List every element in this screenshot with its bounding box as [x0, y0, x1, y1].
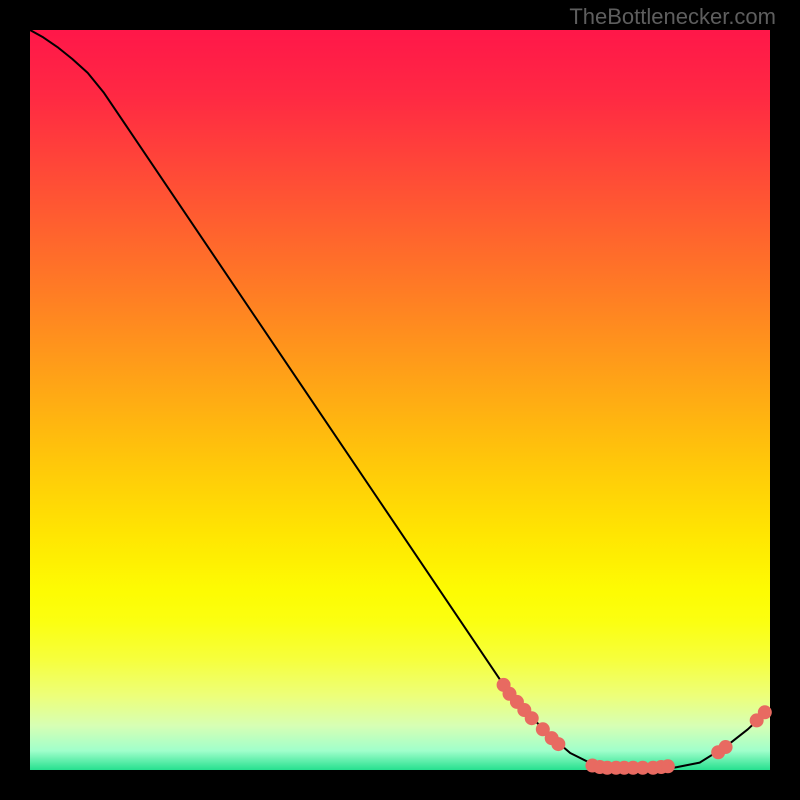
chart-svg	[0, 0, 800, 800]
marker-dot	[661, 760, 674, 773]
marker-dot	[552, 738, 565, 751]
plot-area	[30, 30, 770, 770]
marker-dot	[525, 712, 538, 725]
watermark-text: TheBottlenecker.com	[569, 4, 776, 30]
marker-dot	[719, 741, 732, 754]
chart-stage: TheBottlenecker.com	[0, 0, 800, 800]
marker-dot	[758, 706, 771, 719]
